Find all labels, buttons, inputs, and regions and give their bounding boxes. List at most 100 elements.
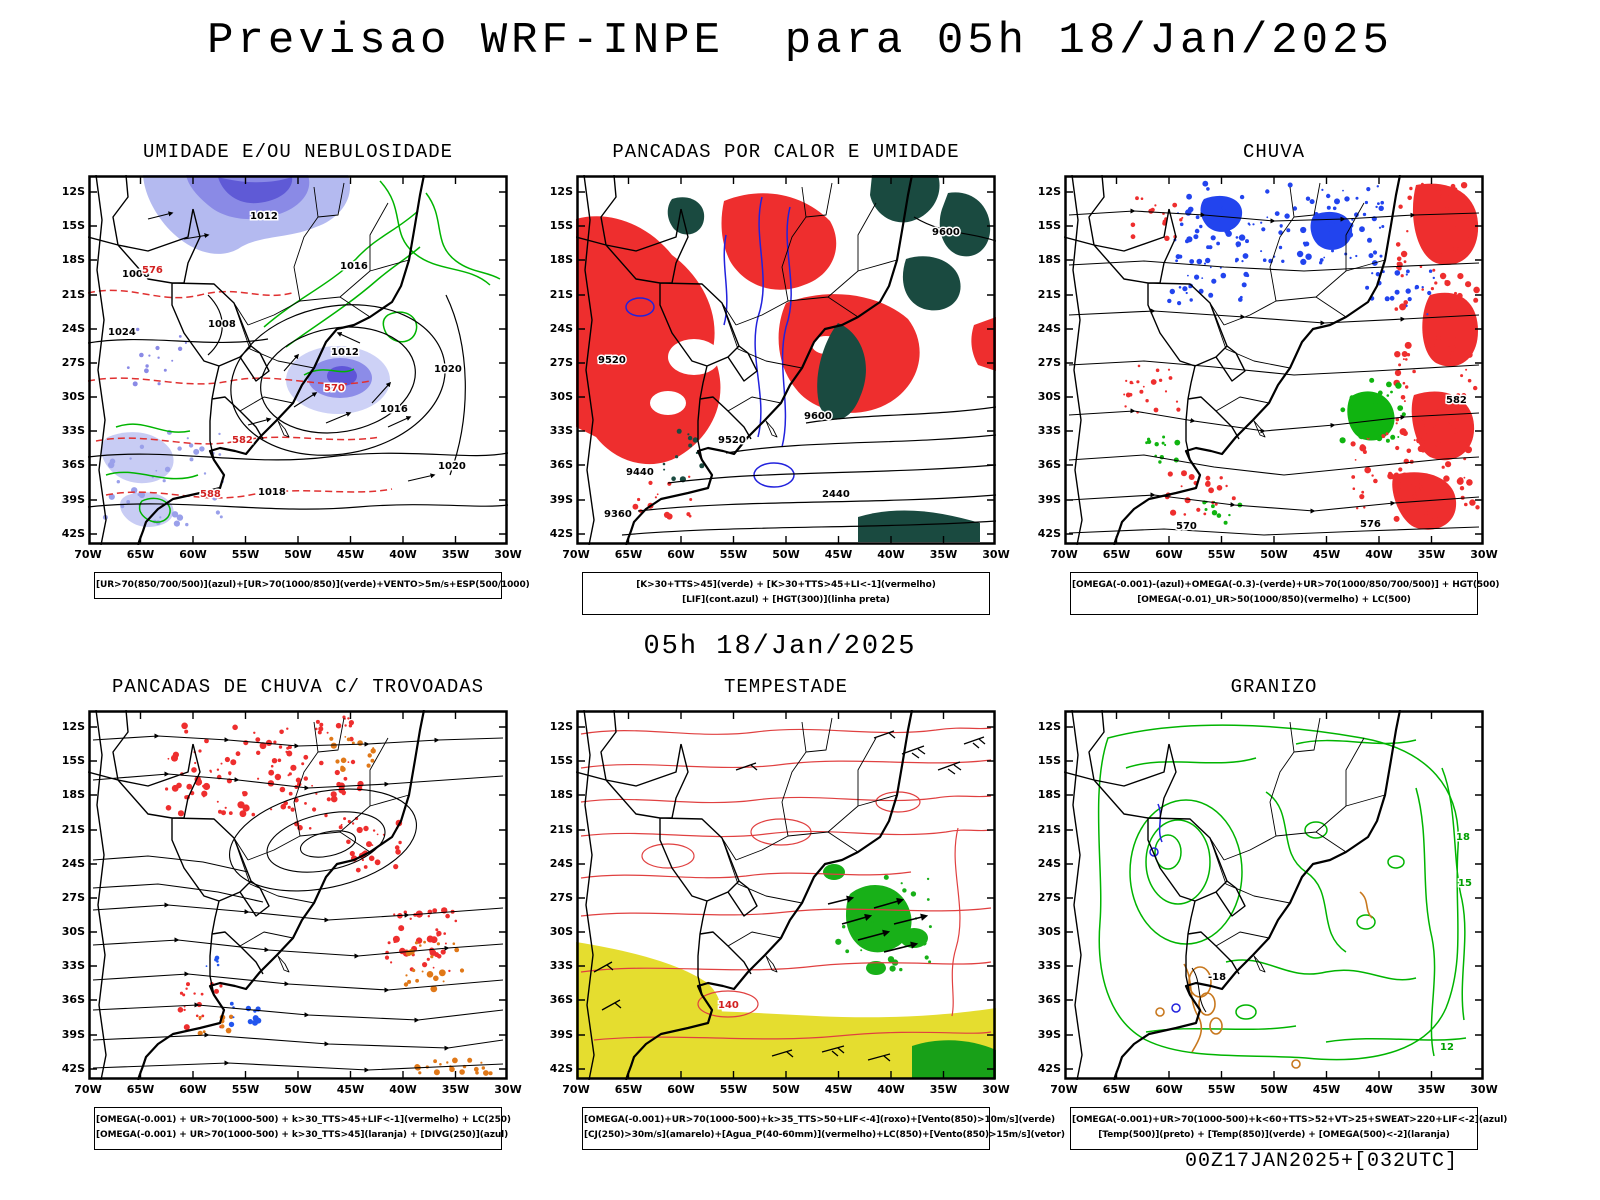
lat-tick-label: 27S <box>1037 356 1061 369</box>
lon-tick-label: 45W <box>1312 1083 1341 1096</box>
lon-tick-label: 65W <box>1102 548 1131 561</box>
lon-tick-label: 70W <box>74 548 102 561</box>
rain-red-blobs <box>1392 183 1479 530</box>
lat-tick-label: 18S <box>61 788 85 801</box>
wind850-vectors <box>827 895 929 953</box>
lon-tick-label: 65W <box>614 548 643 561</box>
speckle-layer <box>102 327 224 527</box>
lat-tick-label: 30S <box>549 390 573 403</box>
caption-line: [Temp(500)](preto) + [Temp(850)](verde) … <box>1098 1130 1450 1141</box>
darkgreen-shading <box>667 175 991 542</box>
panel-chuva: CHUVA <box>1038 141 1500 615</box>
temp850-green-contours <box>1097 724 1467 1061</box>
map-chuva-canvas: 582 576 570 <box>1064 175 1484 545</box>
contour-label: 9600 <box>932 227 960 238</box>
caption-line: [OMEGA(-0.001)-(azul)+OMEGA(-0.3)-(verde… <box>1072 580 1500 590</box>
lon-tick-label: 30W <box>1470 548 1498 561</box>
lat-tick-label: 39S <box>61 493 85 506</box>
lon-tick-label: 40W <box>389 548 417 561</box>
contour-label: 1018 <box>258 487 286 498</box>
panel-pancadas-calor: PANCADAS POR CALOR E UMIDADE <box>550 141 1010 615</box>
lat-tick-label: 24S <box>1037 322 1061 335</box>
caption-box-trovoadas: [OMEGA(-0.001) + UR>70(1000-500) + k>30_… <box>94 1107 511 1150</box>
contour-label: 9600 <box>804 411 832 422</box>
lon-tick-label: 45W <box>1312 548 1341 561</box>
lat-tick-label: 12S <box>1037 720 1061 733</box>
caption-line: [OMEGA(-0.01)_UR>50(1000/850)(vermelho) … <box>1137 595 1411 606</box>
isobar-black-contours <box>88 294 508 510</box>
lat-tick-label: 21S <box>61 288 85 301</box>
contour-labels: 1006 1012 1008 1016 1012 1016 1020 1024 … <box>107 210 468 502</box>
lon-tick-label: 45W <box>336 1083 365 1096</box>
lon-tick-label: 35W <box>929 548 958 561</box>
contour-label: 570 <box>324 383 345 394</box>
lat-tick-label: 15S <box>61 219 85 232</box>
contour-label: 1020 <box>434 364 462 375</box>
lon-tick-label: 65W <box>126 1083 155 1096</box>
lat-tick-label: 42S <box>1037 527 1061 540</box>
caption-line: [OMEGA(-0.001) + UR>70(1000-500) + k>30_… <box>96 1115 511 1125</box>
lon-tick-label: 30W <box>982 548 1010 561</box>
lat-tick-label: 39S <box>549 493 573 506</box>
lat-tick-label: 18S <box>1037 788 1061 801</box>
lon-tick-label: 60W <box>667 548 695 561</box>
lat-tick-label: 18S <box>61 253 85 266</box>
panel-title-granizo: GRANIZO <box>1230 676 1318 698</box>
temp500-black-contour <box>1191 967 1207 1013</box>
lat-tick-label: 42S <box>61 1062 85 1075</box>
lat-tick-label: 42S <box>549 527 573 540</box>
lat-tick-label: 33S <box>61 959 85 972</box>
lat-tick-label: 15S <box>61 754 85 767</box>
map-trovoadas-canvas <box>88 710 508 1080</box>
lat-tick-label: 36S <box>61 458 85 471</box>
storm-red-contours <box>580 727 992 1041</box>
lat-tick-label: 27S <box>549 356 573 369</box>
contour-label: -18 <box>1208 972 1226 983</box>
caption-box-umidade: [UR>70(850/700/500)](azul)+[UR>70(1000/8… <box>94 572 530 600</box>
lat-tick-label: 36S <box>549 458 573 471</box>
lon-tick-label: 50W <box>1260 1083 1288 1096</box>
lon-tick-label: 40W <box>1365 1083 1393 1096</box>
lon-tick-label: 60W <box>1155 548 1183 561</box>
run-info: 00Z17JAN2025+[032UTC] <box>1184 1150 1458 1173</box>
contour-label: 9520 <box>598 355 626 366</box>
lat-tick-label: 33S <box>1037 424 1061 437</box>
lon-tick-label: 50W <box>772 548 800 561</box>
lon-tick-label: 45W <box>824 1083 853 1096</box>
lon-tick-label: 70W <box>562 1083 590 1096</box>
jet-yellow-shading <box>576 942 996 1079</box>
map-umidade: 1006 1012 1008 1016 1012 1016 1020 1024 … <box>62 175 522 561</box>
lat-tick-label: 18S <box>549 788 573 801</box>
lon-tick-label: 40W <box>389 1083 417 1096</box>
caption-box-granizo: [OMEGA(-0.001)+UR>70(1000-500)+k<60+TTS>… <box>1070 1107 1507 1150</box>
lon-tick-label: 70W <box>1050 548 1078 561</box>
lat-tick-label: 39S <box>1037 1028 1061 1041</box>
green-humidity-contours <box>105 180 501 523</box>
contour-label: 582 <box>232 435 253 446</box>
lon-tick-label: 45W <box>824 548 853 561</box>
lon-tick-label: 65W <box>126 548 155 561</box>
lon-tick-label: 35W <box>441 1083 470 1096</box>
lon-tick-label: 45W <box>336 548 365 561</box>
panel-title-pancadas-calor: PANCADAS POR CALOR E UMIDADE <box>612 141 960 163</box>
lon-tick-label: 40W <box>877 548 905 561</box>
contour-label: 1008 <box>208 319 236 330</box>
lat-tick-label: 30S <box>61 390 85 403</box>
contour-label: 12 <box>1440 1042 1454 1053</box>
panel-umidade: UMIDADE E/OU NEBULOSIDADE <box>62 141 530 600</box>
lat-tick-label: 24S <box>549 857 573 870</box>
lon-tick-label: 30W <box>494 1083 522 1096</box>
lat-tick-label: 21S <box>61 823 85 836</box>
panel-title-tempestade: TEMPESTADE <box>723 676 849 698</box>
lat-tick-label: 24S <box>1037 857 1061 870</box>
caption-box-pancadas-calor: [K>30+TTS>45](verde) + [K>30+TTS>45+LI<-… <box>582 572 990 615</box>
lon-tick-label: 55W <box>231 1083 260 1096</box>
contour-label: 9360 <box>604 509 632 520</box>
lat-tick-label: 33S <box>61 424 85 437</box>
caption-line: [CJ(250)>30m/s](amarelo)+[Agua_P(40-60mm… <box>584 1130 1065 1141</box>
contour-label: 1016 <box>340 261 368 272</box>
thickness-red-dashed-contours <box>88 289 393 499</box>
wind-barbs <box>593 730 986 1062</box>
lon-tick-label: 70W <box>1050 1083 1078 1096</box>
lat-tick-label: 21S <box>1037 823 1061 836</box>
